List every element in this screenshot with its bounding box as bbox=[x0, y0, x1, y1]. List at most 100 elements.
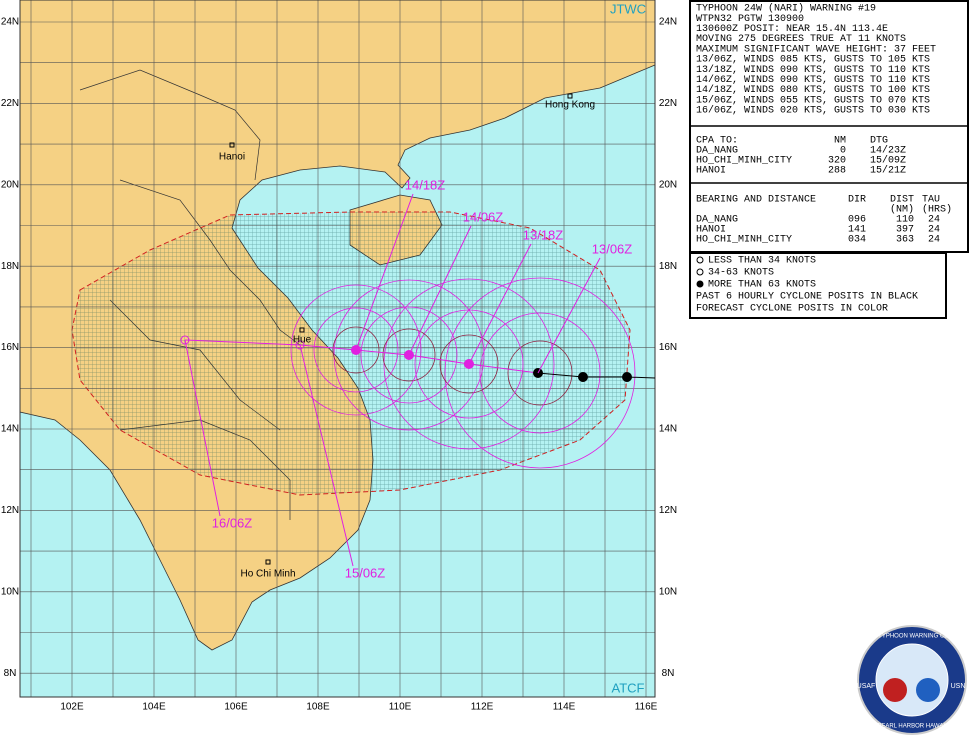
warning-line: MAXIMUM SIGNIFICANT WAVE HEIGHT: 37 FEET bbox=[696, 44, 936, 55]
cpa-cell: HANOI bbox=[696, 166, 726, 177]
bearing-cell: HO_CHI_MINH_CITY bbox=[696, 235, 792, 246]
logo-center bbox=[875, 643, 949, 717]
warning-line: WTPN32 PGTW 130900 bbox=[696, 14, 804, 25]
forecast-time-label: 14/06Z bbox=[463, 209, 504, 224]
legend-symbol bbox=[696, 268, 704, 276]
lat-label: 22N bbox=[1, 98, 19, 109]
bearing-cell: DA_NANG bbox=[696, 215, 738, 226]
lat-label: 22N bbox=[659, 98, 677, 109]
lat-label: 14N bbox=[1, 424, 19, 435]
warning-line: TYPHOON 24W (NARI) WARNING #19 bbox=[696, 3, 876, 15]
city-label: Hue bbox=[293, 335, 312, 346]
lat-label: 18N bbox=[1, 261, 19, 272]
label-leader bbox=[184, 339, 221, 517]
radius-34kt bbox=[333, 279, 485, 431]
cpa-header: CPA TO: bbox=[696, 136, 738, 147]
city-label: Ho Chi Minh bbox=[240, 569, 295, 580]
bearing-cell: HANOI bbox=[696, 225, 726, 236]
cpa-cell: 288 bbox=[828, 166, 846, 177]
forecast-time-label: 15/06Z bbox=[345, 565, 386, 580]
bearing-header: DIST bbox=[890, 195, 914, 206]
warning-line: 14/06Z, WINDS 090 KTS, GUSTS TO 110 KTS bbox=[696, 74, 930, 86]
lat-label: 14N bbox=[659, 424, 677, 435]
lat-label: 20N bbox=[659, 179, 677, 190]
lon-label: 110E bbox=[389, 702, 412, 713]
lon-label: 116E bbox=[635, 702, 658, 713]
legend-symbol bbox=[696, 256, 704, 264]
bearing-cell: 24 bbox=[928, 235, 940, 246]
logo-text: USN bbox=[951, 683, 966, 690]
legend-item: MORE THAN 63 KNOTS bbox=[708, 280, 816, 291]
radius-64kt bbox=[332, 326, 380, 374]
cpa-header: DTG bbox=[870, 136, 888, 147]
cpa-cell: DA_NANG bbox=[696, 146, 738, 157]
logo-earth bbox=[916, 678, 940, 702]
cpa-cell: HO_CHI_MINH_CITY bbox=[696, 156, 792, 167]
lon-label: 108E bbox=[306, 702, 330, 713]
city-marker bbox=[299, 327, 305, 333]
forecast-time-label: 13/18Z bbox=[523, 227, 564, 242]
agency-label: JTWC bbox=[610, 1, 646, 16]
radius-34kt bbox=[444, 277, 636, 469]
cpa-cell: 14/23Z bbox=[870, 145, 906, 157]
city-marker bbox=[229, 142, 235, 148]
bearing-header: BEARING AND DISTANCE bbox=[696, 195, 816, 206]
bearing-cell: 397 bbox=[896, 225, 914, 236]
forecast-posit-weak bbox=[180, 335, 190, 345]
radius-64kt bbox=[439, 334, 499, 394]
bearing-header: DIR bbox=[848, 195, 866, 206]
legend-symbol bbox=[696, 280, 704, 288]
past-posit bbox=[578, 372, 588, 382]
lat-label: 10N bbox=[1, 586, 19, 597]
logo-text: PEARL HARBOR HAWAII bbox=[877, 724, 947, 730]
cpa-cell: 0 bbox=[840, 146, 846, 157]
radius-50kt bbox=[360, 306, 458, 404]
past-track bbox=[537, 372, 656, 379]
forecast-time-label: 14/18Z bbox=[405, 177, 446, 192]
lat-label: 24N bbox=[1, 17, 19, 28]
label-leader bbox=[299, 344, 354, 567]
logo-earth bbox=[883, 678, 907, 702]
bearing-cell: 24 bbox=[928, 225, 940, 236]
cpa-cell: 15/21Z bbox=[870, 165, 906, 177]
lat-label: 10N bbox=[659, 586, 677, 597]
radius-64kt bbox=[382, 328, 436, 382]
forecast-time-label: 13/06Z bbox=[592, 241, 633, 256]
lon-label: 114E bbox=[553, 702, 576, 713]
bearing-header: TAU bbox=[922, 195, 940, 206]
city-label: Hong Kong bbox=[545, 100, 595, 111]
lon-label: 112E bbox=[471, 702, 494, 713]
label-leader bbox=[355, 193, 414, 351]
bearing-cell: 034 bbox=[848, 235, 866, 246]
agency-label: ATCF bbox=[612, 680, 645, 695]
lat-label: 12N bbox=[659, 505, 677, 516]
lat-label: 8N bbox=[4, 668, 17, 679]
radius-34kt bbox=[290, 284, 422, 416]
lat-label: 16N bbox=[1, 342, 19, 353]
legend-note: PAST 6 HOURLY CYCLONE POSITS IN BLACK bbox=[696, 292, 918, 303]
bearing-cell: 096 bbox=[848, 215, 866, 226]
lat-label: 24N bbox=[659, 17, 677, 28]
logo-text: USAF bbox=[857, 683, 876, 690]
warning-line: 13/18Z, WINDS 090 KTS, GUSTS TO 110 KTS bbox=[696, 64, 930, 76]
warning-line: MOVING 275 DEGREES TRUE AT 11 KNOTS bbox=[696, 34, 906, 45]
label-leader bbox=[537, 257, 601, 374]
warning-line: 13/06Z, WINDS 085 KTS, GUSTS TO 105 KTS bbox=[696, 54, 930, 66]
legend-box bbox=[689, 252, 947, 319]
radius-64kt bbox=[507, 340, 573, 406]
legend-note: FORECAST CYCLONE POSITS IN COLOR bbox=[696, 304, 888, 315]
warning-line: 130600Z POSIT: NEAR 15.4N 113.4E bbox=[696, 24, 888, 35]
label-leader bbox=[408, 225, 472, 356]
city-marker bbox=[567, 93, 573, 99]
past-posit bbox=[622, 372, 632, 382]
bearing-subheader: (HRS) bbox=[922, 204, 952, 216]
radius-50kt bbox=[313, 307, 399, 393]
lon-label: 104E bbox=[142, 702, 166, 713]
lat-label: 8N bbox=[662, 668, 675, 679]
bearing-cell: 363 bbox=[896, 235, 914, 246]
label-leader bbox=[468, 243, 532, 365]
radius-34kt bbox=[383, 278, 555, 450]
warning-line: 16/06Z, WINDS 020 KTS, GUSTS TO 030 KTS bbox=[696, 105, 930, 117]
